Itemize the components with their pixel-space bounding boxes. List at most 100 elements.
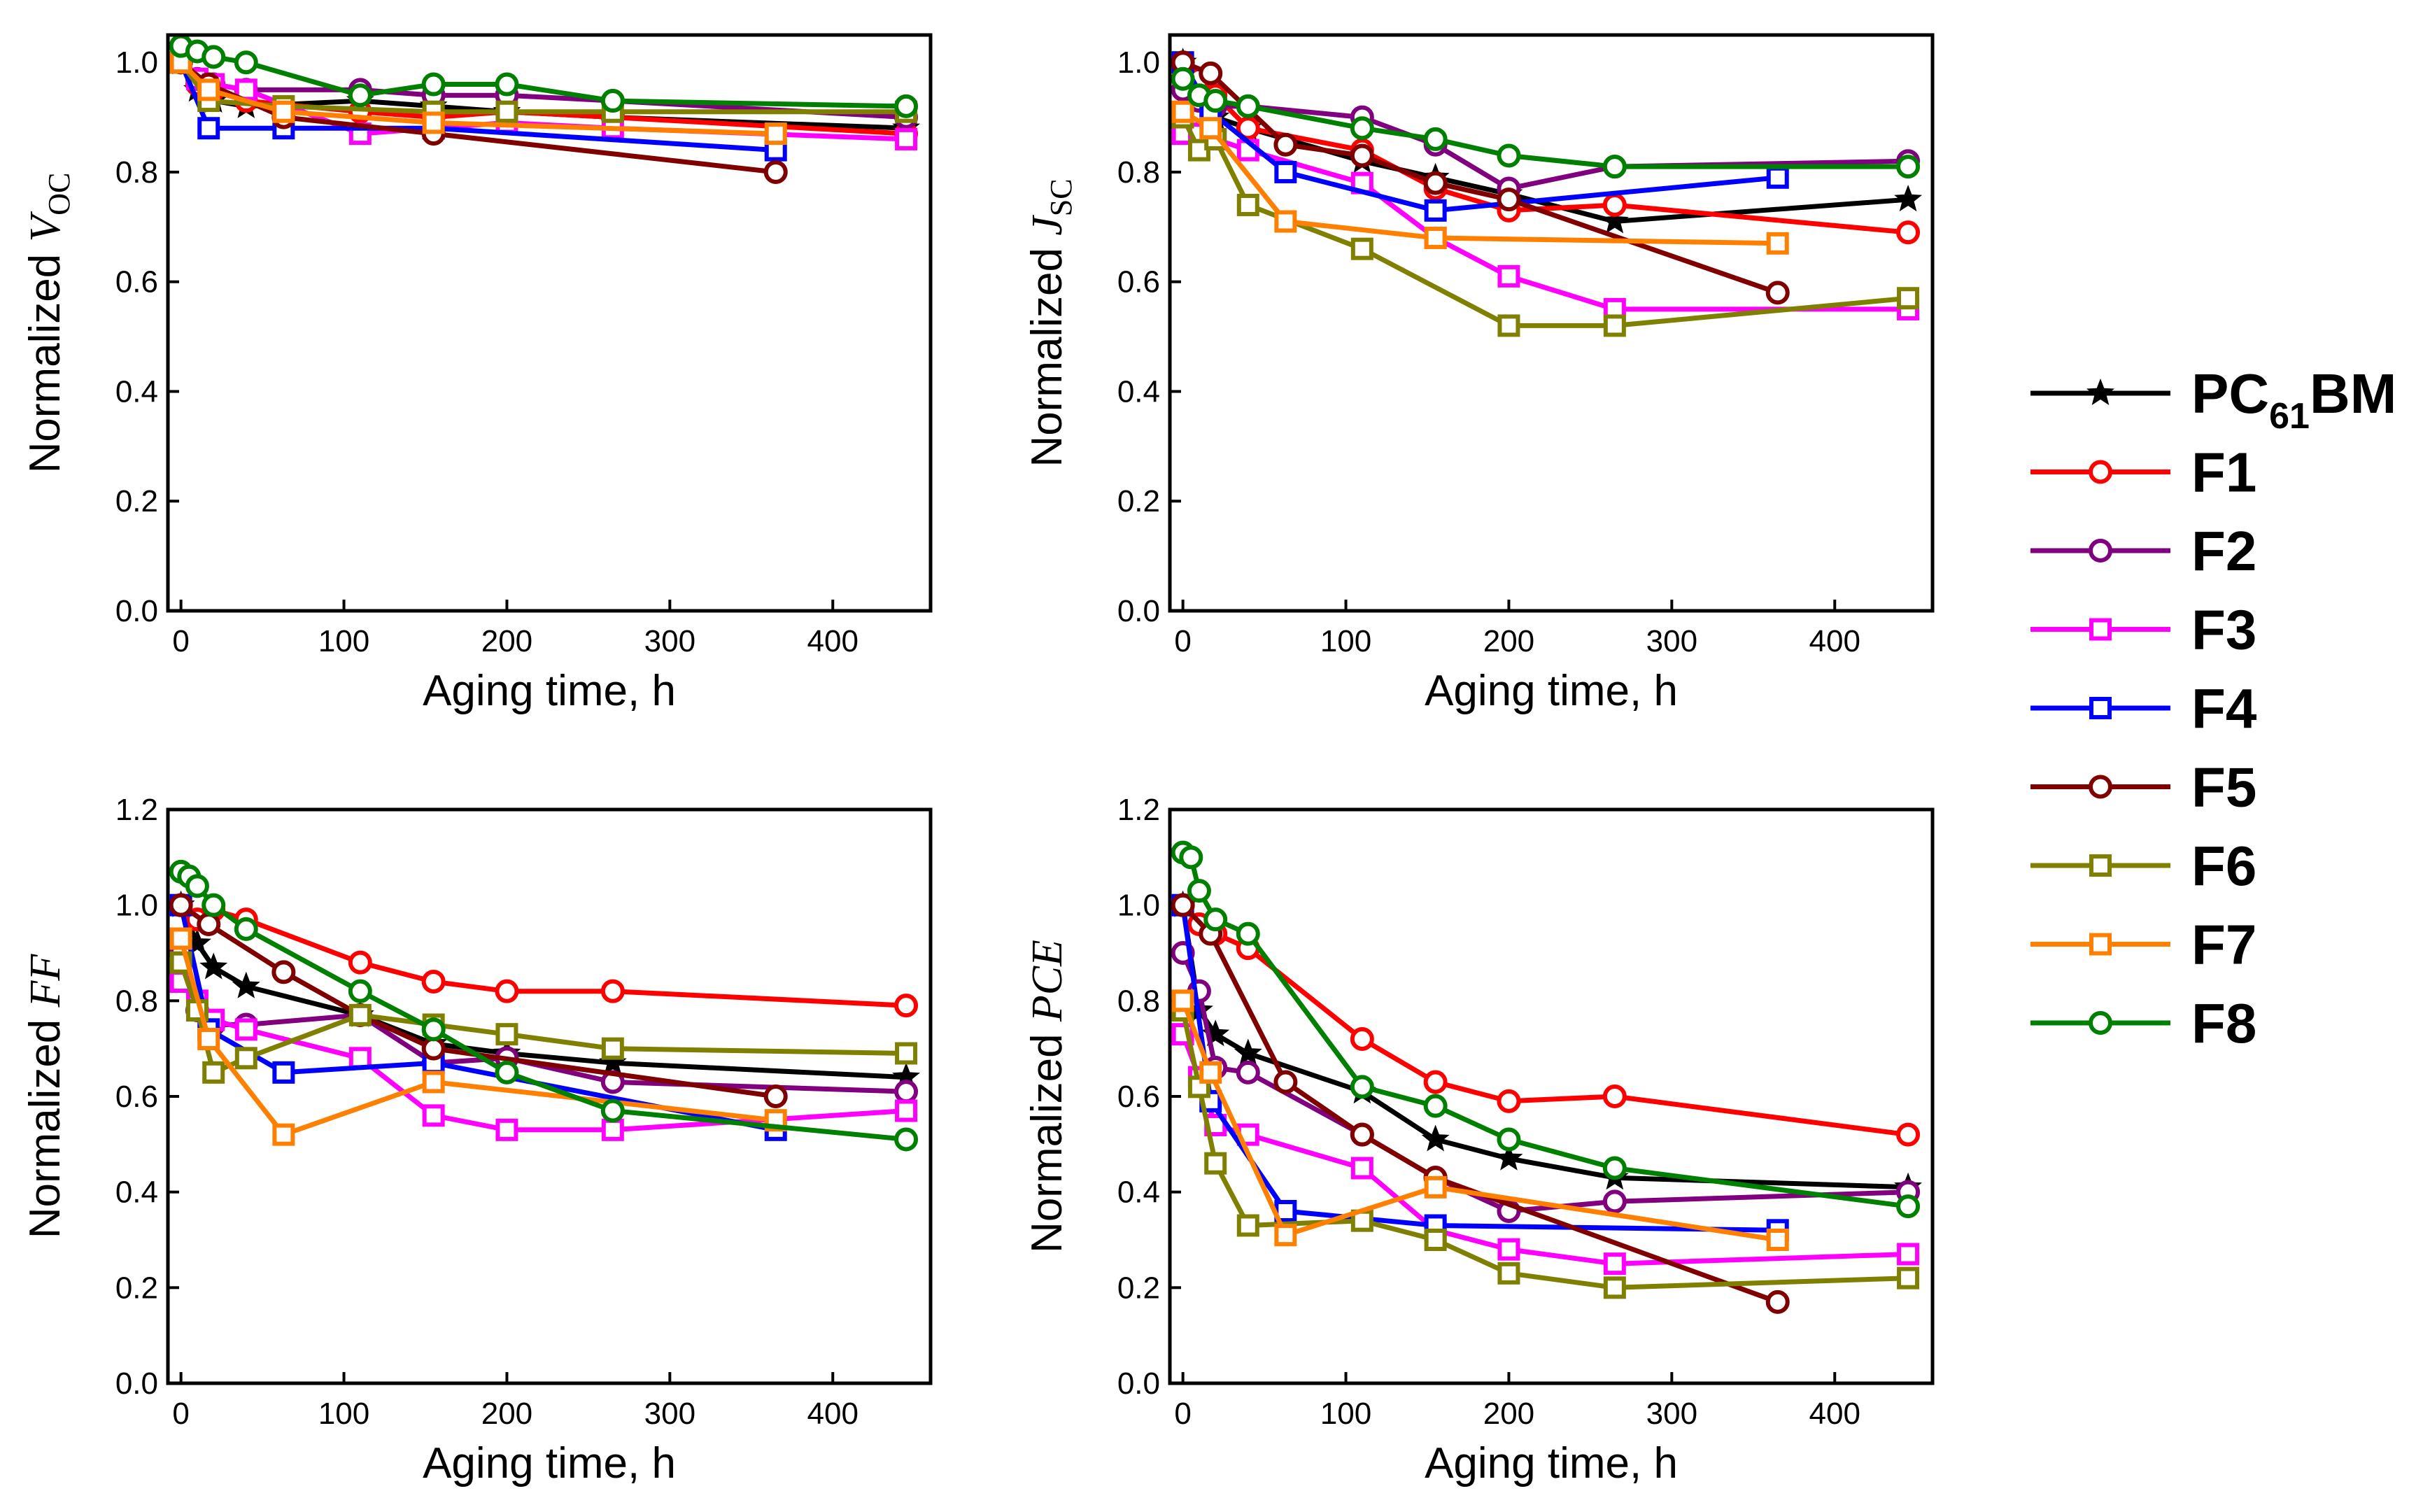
- data-point-F1: [894, 994, 919, 1018]
- legend-label-F7: F7: [2191, 914, 2256, 976]
- data-point-F8: [1896, 1194, 1921, 1219]
- data-point-F5: [1199, 61, 1223, 85]
- legend-entry-F6: F6: [2030, 835, 2256, 897]
- data-point-F8: [348, 83, 372, 108]
- series-F1: [1171, 893, 1921, 1147]
- data-point-F1: [1602, 1084, 1627, 1108]
- plot-frame: [166, 33, 933, 613]
- data-point-F5: [1423, 171, 1448, 195]
- data-point-F1: [1236, 116, 1260, 141]
- legend-entry-F3: F3: [2030, 599, 2256, 661]
- data-point-F3: [1497, 264, 1520, 288]
- data-point-F8: [1203, 89, 1228, 113]
- y-tick-label: 1.0: [1117, 45, 1160, 80]
- y-tick-label: 1.0: [115, 45, 158, 80]
- data-point-F5: [1765, 281, 1790, 305]
- data-point-F6: [895, 1042, 918, 1065]
- data-point-F5: [271, 960, 296, 984]
- data-point-PC61BM: [1234, 1038, 1262, 1066]
- data-point-F8: [185, 874, 209, 898]
- x-tick-label: 300: [1646, 624, 1697, 658]
- y-tick-label: 0.8: [115, 155, 158, 190]
- data-point-F3: [422, 1104, 445, 1127]
- data-point-F4: [272, 1061, 295, 1084]
- data-point-F4: [197, 117, 220, 140]
- y-tick-label: 0.2: [1117, 1271, 1160, 1305]
- x-tick-label: 200: [481, 1397, 532, 1431]
- data-point-F8: [600, 89, 625, 113]
- data-point-F7: [764, 122, 787, 146]
- data-point-F5: [1350, 143, 1374, 168]
- legend-label-F5: F5: [2191, 756, 2256, 819]
- data-point-F4: [1766, 166, 1789, 189]
- series-F5: [1171, 50, 1790, 305]
- data-point-F3: [1603, 1252, 1626, 1276]
- data-point-PC61BM: [1894, 185, 1922, 212]
- x-tick-label: 100: [1320, 624, 1371, 658]
- data-point-F1: [1896, 1122, 1921, 1147]
- series-F7: [1171, 989, 1789, 1251]
- data-point-F3: [895, 1099, 918, 1122]
- y-tick-label: 0.2: [115, 484, 158, 518]
- y-axis-title: Normalized FF: [21, 954, 69, 1239]
- x-tick-label: 0: [1174, 1397, 1191, 1431]
- data-point-F8: [495, 1060, 519, 1084]
- data-point-F7: [1171, 989, 1194, 1012]
- x-tick-label: 100: [1320, 1397, 1371, 1431]
- x-tick-label: 200: [1483, 624, 1534, 658]
- series-line-F4: [178, 904, 777, 1133]
- data-point-F1: [600, 979, 625, 1003]
- x-tick-label: 300: [644, 624, 695, 658]
- data-point-F8: [1203, 907, 1228, 932]
- data-point-PC61BM: [199, 952, 228, 980]
- y-tick-label: 0.0: [1117, 594, 1160, 628]
- y-tick-label: 0.6: [1117, 265, 1160, 299]
- legend-entry-F1: F1: [2030, 441, 2256, 504]
- data-point-F8: [202, 45, 226, 69]
- x-tick-label: 200: [481, 624, 532, 658]
- legend-marker-F8: [2089, 1011, 2112, 1035]
- data-point-F5: [1171, 893, 1195, 917]
- x-tick-label: 0: [1174, 624, 1191, 658]
- data-point-F8: [894, 94, 919, 118]
- legend-entry-F4: F4: [2030, 677, 2257, 740]
- data-point-F7: [1766, 232, 1789, 255]
- data-point-F6: [601, 1037, 624, 1060]
- series-line-F8: [179, 869, 907, 1142]
- series-line-F7: [1180, 1000, 1779, 1243]
- y-tick-label: 0.8: [1117, 155, 1160, 190]
- data-point-F8: [1171, 66, 1195, 91]
- data-point-F6: [1897, 1266, 1920, 1290]
- data-point-F2: [1602, 1189, 1627, 1214]
- series-F8: [169, 859, 919, 1152]
- y-tick-label: 0.2: [1117, 484, 1160, 518]
- series-line-F1: [1180, 903, 1909, 1138]
- data-point-PC61BM: [598, 1048, 627, 1075]
- data-point-PC61BM: [1201, 1019, 1230, 1047]
- x-tick-label: 300: [1646, 1397, 1697, 1431]
- data-point-F8: [1187, 879, 1211, 903]
- data-point-F1: [421, 970, 446, 994]
- data-point-F7: [197, 78, 220, 101]
- legend-label-PC61BM: PC61BM: [2191, 362, 2396, 437]
- data-point-F2: [1236, 1060, 1260, 1084]
- data-point-PC61BM: [232, 971, 260, 998]
- x-tick-label: 400: [1809, 624, 1860, 658]
- data-point-F8: [1497, 1127, 1521, 1152]
- data-point-F1: [1350, 1027, 1374, 1051]
- data-point-F1: [1423, 1070, 1448, 1094]
- y-tick-label: 0.6: [1117, 1080, 1160, 1114]
- data-point-F8: [234, 917, 258, 941]
- series-F8: [1171, 66, 1921, 179]
- data-point-F6: [1603, 314, 1626, 337]
- y-tick-label: 1.0: [115, 889, 158, 923]
- data-point-PC61BM: [1495, 1143, 1523, 1171]
- legend-marker-F2: [2089, 539, 2112, 563]
- legend-entry-F2: F2: [2030, 520, 2256, 582]
- x-tick-label: 400: [807, 624, 859, 658]
- legend-label-F2: F2: [2191, 520, 2256, 582]
- x-axis-title: Aging time, h: [1425, 667, 1678, 715]
- legend-label-F6: F6: [2191, 835, 2256, 897]
